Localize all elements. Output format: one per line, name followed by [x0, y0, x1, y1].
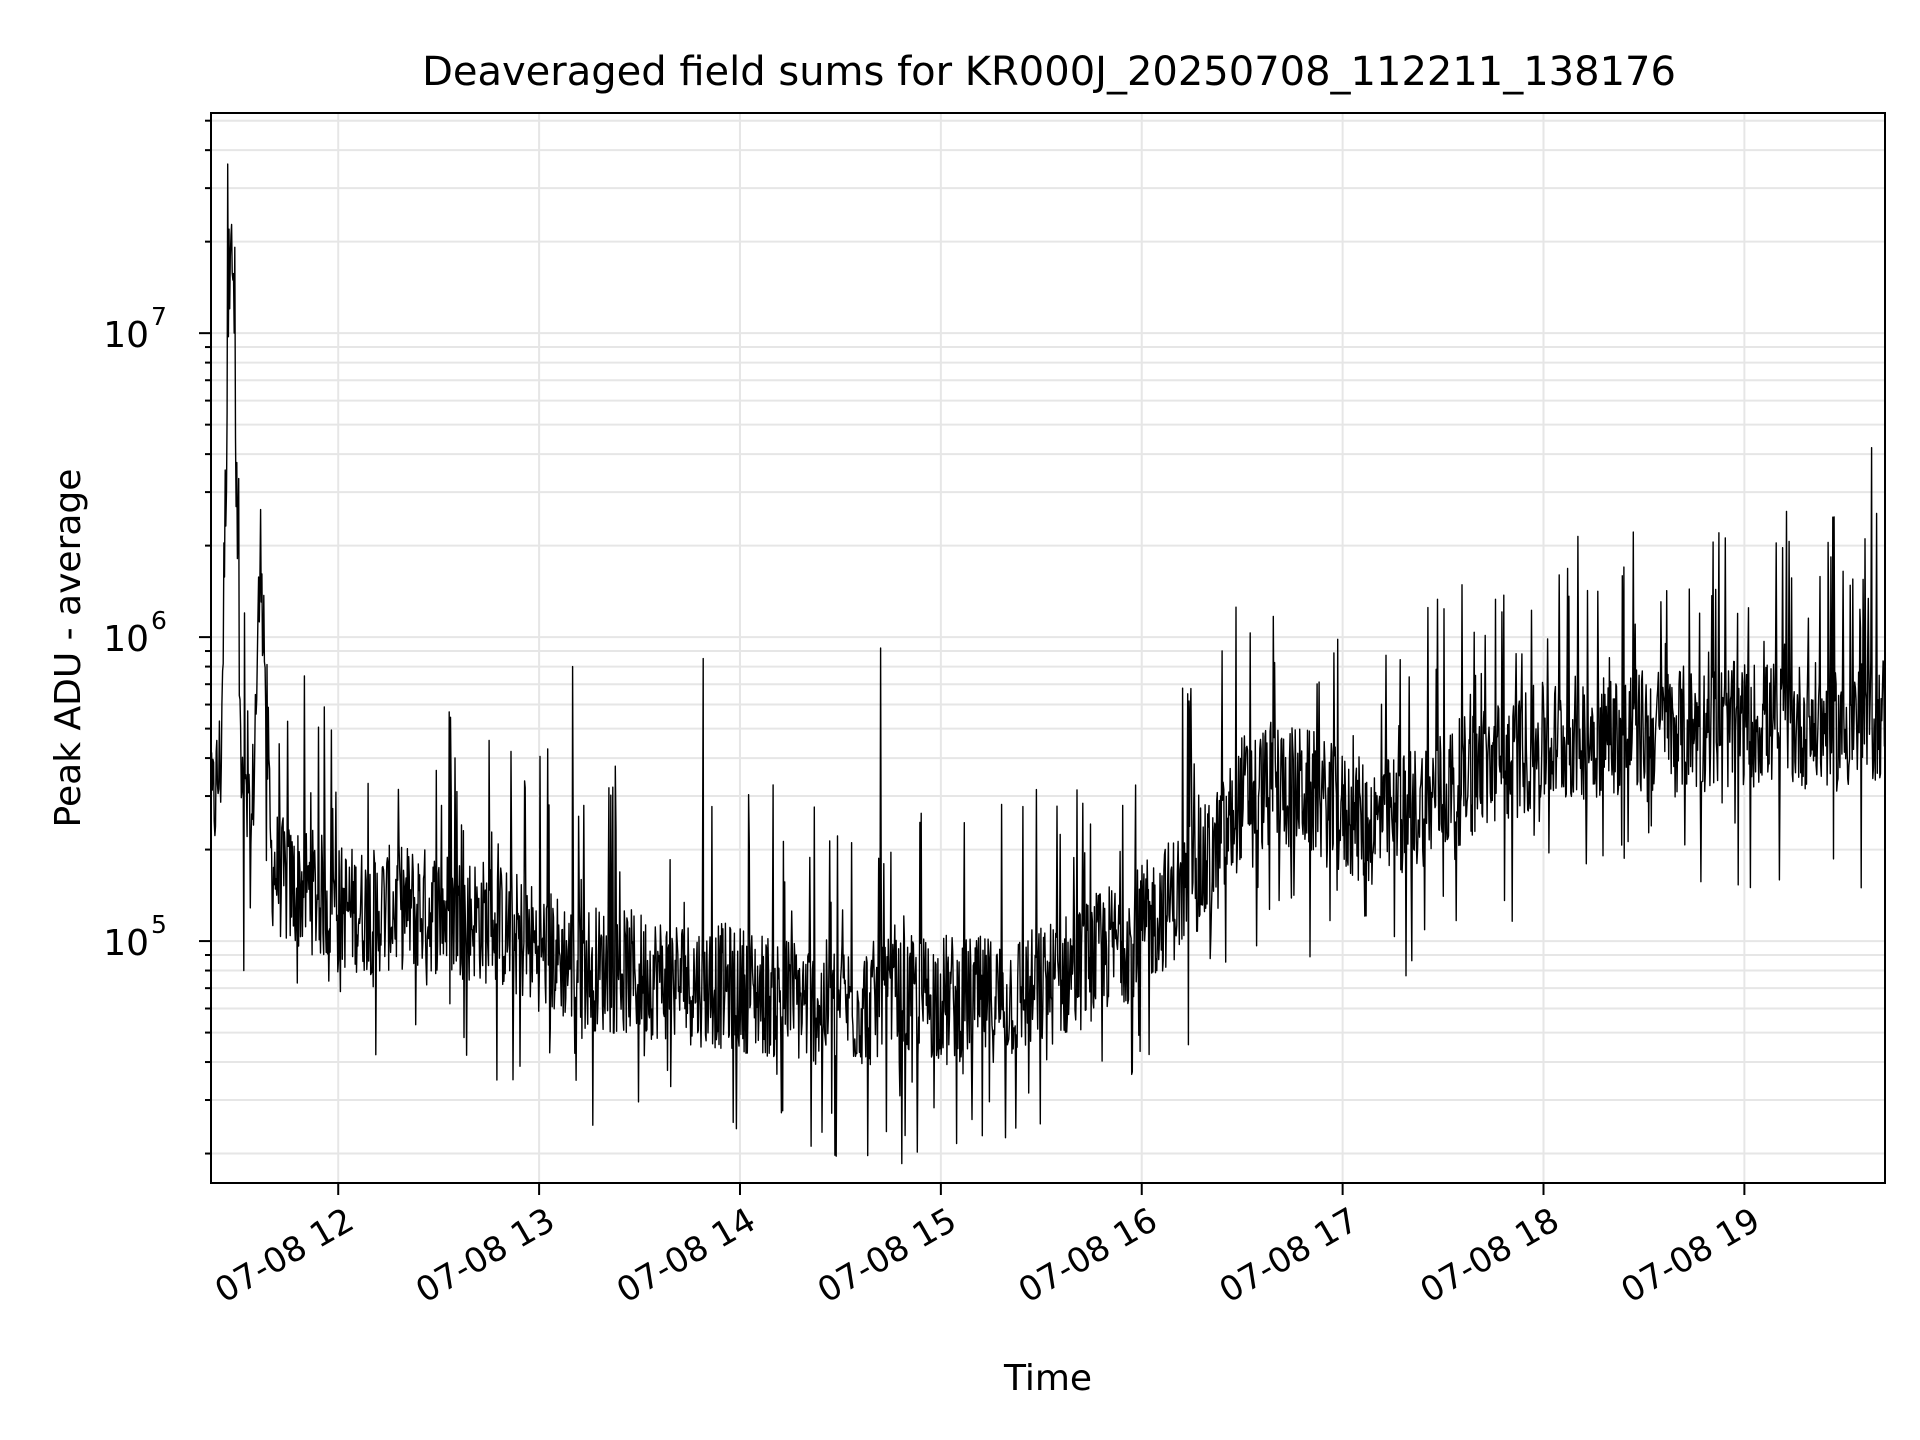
- series-layer: [210, 163, 1886, 1165]
- y-tick-base: 10: [103, 619, 149, 660]
- y-tick-exponent: 7: [151, 302, 167, 331]
- y-tick-base: 10: [103, 923, 149, 964]
- y-tick-label: 10 6: [103, 606, 167, 660]
- plot-frame: [210, 112, 1886, 1184]
- series-line: [210, 163, 1886, 1165]
- y-tick-exponent: 5: [151, 910, 167, 939]
- chart-title: Deaveraged field sums for KR000J_2025070…: [422, 49, 1676, 95]
- y-tick-exponent: 6: [151, 606, 167, 635]
- y-tick-label: 10 7: [103, 302, 167, 356]
- y-tick-label: 10 5: [103, 910, 167, 964]
- x-axis-label: Time: [1003, 1358, 1092, 1399]
- y-axis-label: Peak ADU - average: [48, 469, 89, 828]
- y-tick-base: 10: [103, 315, 149, 356]
